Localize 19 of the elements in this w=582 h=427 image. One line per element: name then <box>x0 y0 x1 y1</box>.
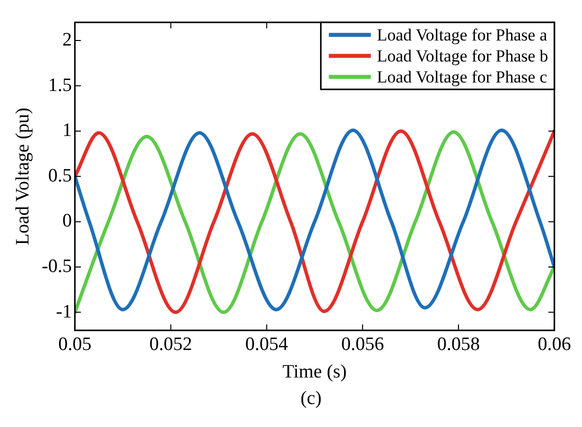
x-tick-label: 0.052 <box>149 334 192 355</box>
y-tick-label: 0 <box>62 210 72 232</box>
x-tick-label: 0.058 <box>437 334 480 355</box>
y-axis-title: Load Voltage (pu) <box>12 108 34 246</box>
x-tick-label: 0.056 <box>341 334 384 355</box>
y-tick-label: 0.5 <box>48 165 72 186</box>
text: (c) <box>299 388 323 410</box>
legend-label: Load Voltage for Phase c <box>376 67 548 86</box>
legend-label: Load Voltage for Phase b <box>376 46 548 66</box>
legend-label: Load Voltage for Phase a <box>376 25 548 44</box>
y-tick-label: -1 <box>56 301 72 322</box>
x-tick-label: 0.06 <box>538 334 571 355</box>
y-tick-label: -0.5 <box>42 256 72 277</box>
y-tick-label: 1 <box>62 120 72 142</box>
x-axis-title: Time (s) <box>282 362 347 383</box>
x-tick-label: 0.05 <box>58 334 92 355</box>
x-tick-label: 0.054 <box>245 334 289 355</box>
y-tick-label: 2 <box>62 30 72 50</box>
y-tick-label: 1.5 <box>48 74 72 96</box>
